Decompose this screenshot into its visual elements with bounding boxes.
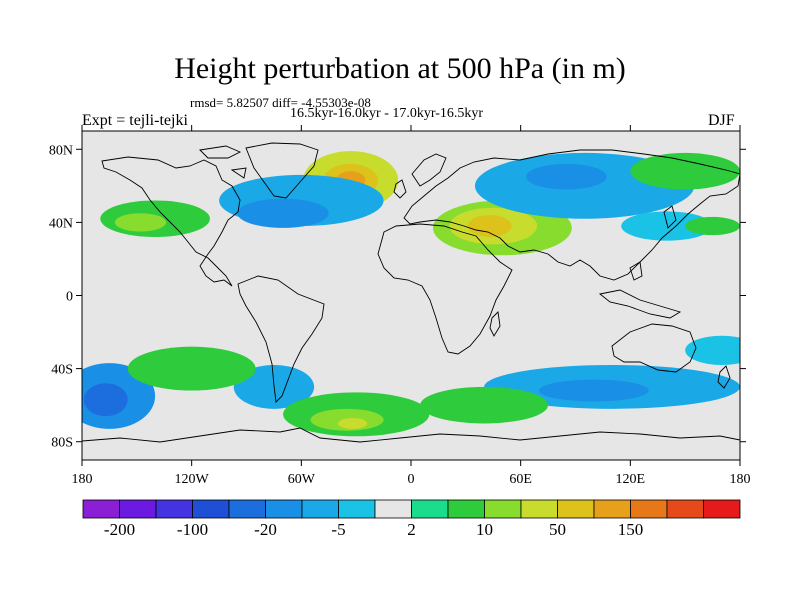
contour-patch-14 — [621, 211, 713, 241]
colorbar-label: 2 — [407, 520, 416, 539]
coast-africa — [377, 223, 513, 355]
contour-patch-26 — [685, 335, 740, 365]
stats-subtitle: rmsd= 5.82507 diff= -4.55303e-08 — [190, 95, 371, 110]
contour-patch-25 — [420, 386, 549, 424]
colorbar-label: -20 — [254, 520, 277, 539]
coast-uk — [393, 179, 407, 199]
colorbar-swatch — [520, 499, 558, 519]
colorbar-label: -5 — [331, 520, 345, 539]
chart-title: Height perturbation at 500 hPa (in m) — [174, 52, 626, 85]
colorbar-swatch — [557, 499, 595, 519]
coast-japan — [663, 205, 677, 229]
colorbar-swatch — [192, 499, 230, 519]
contour-patch-15 — [685, 216, 740, 236]
coast-madagascar — [489, 311, 501, 337]
y-tick-label: 40S — [51, 363, 73, 378]
y-tick-label: 80N — [49, 143, 73, 158]
axes: 180 120W 60W 0 60E 120E 180 80N 40N 0 40S 80S — [49, 125, 751, 487]
x-tick-label: 180 — [72, 472, 93, 487]
coast-north-america — [101, 156, 241, 287]
coast-arctic-islands — [199, 145, 247, 179]
period-subtitle: 16.5kyr-16.0kyr - 17.0kyr-16.5kyr — [290, 106, 484, 121]
experiment-label: Expt = tejli-tejki — [82, 112, 188, 129]
x-tick-label: 180 — [730, 472, 751, 487]
colorbar-swatch — [374, 499, 412, 519]
contour-patch-22 — [337, 417, 368, 429]
coast-antarctica — [82, 427, 740, 460]
coast-scandinavia — [411, 153, 447, 187]
contour-fields — [82, 151, 740, 437]
coast-south-america — [237, 275, 325, 403]
season-label: DJF — [708, 112, 735, 129]
colorbar-swatch — [484, 499, 522, 519]
colorbar-swatch — [338, 499, 376, 519]
x-tick-label: 60W — [288, 472, 316, 487]
contour-patch-19 — [127, 346, 256, 391]
colorbar-label: -200 — [104, 520, 135, 539]
coast-greenland — [245, 142, 319, 199]
colorbar-label: 10 — [476, 520, 493, 539]
colorbar-swatch — [630, 499, 668, 519]
contour-patch-17 — [83, 383, 128, 417]
coast-australia — [611, 323, 697, 373]
colorbar-swatch — [155, 499, 193, 519]
x-tick-label: 120W — [175, 472, 210, 487]
colorbar: -200 -100 -20 -5 2 10 50 150 — [82, 499, 741, 539]
coast-maritime — [598, 261, 682, 319]
colorbar-label: 50 — [549, 520, 566, 539]
contour-patch-24 — [538, 379, 649, 402]
y-tick-label: 0 — [66, 290, 73, 305]
contour-patch-12 — [526, 163, 607, 190]
colorbar-swatch — [265, 499, 303, 519]
colorbar-swatch — [666, 499, 704, 519]
colorbar-label: -100 — [177, 520, 208, 539]
colorbar-label: 150 — [618, 520, 644, 539]
colorbar-swatch — [82, 499, 120, 519]
colorbar-swatch — [301, 499, 339, 519]
y-tick-label: 40N — [49, 216, 73, 231]
colorbar-swatch — [411, 499, 449, 519]
x-tick-label: 120E — [616, 472, 646, 487]
x-tick-label: 60E — [509, 472, 532, 487]
coast-new-zealand — [717, 365, 731, 389]
colorbar-swatch — [447, 499, 485, 519]
contour-patch-6 — [467, 215, 512, 238]
contour-patch-8 — [114, 213, 167, 232]
coastlines — [82, 142, 740, 460]
contour-patch-13 — [630, 152, 740, 190]
colorbar-swatch — [703, 499, 741, 519]
y-tick-label: 80S — [51, 436, 73, 451]
contour-patch-10 — [237, 198, 329, 228]
colorbar-swatch — [228, 499, 266, 519]
colorbar-swatch — [119, 499, 157, 519]
coast-europe-asia — [403, 149, 740, 281]
x-tick-label: 0 — [408, 472, 415, 487]
colorbar-swatch — [593, 499, 631, 519]
